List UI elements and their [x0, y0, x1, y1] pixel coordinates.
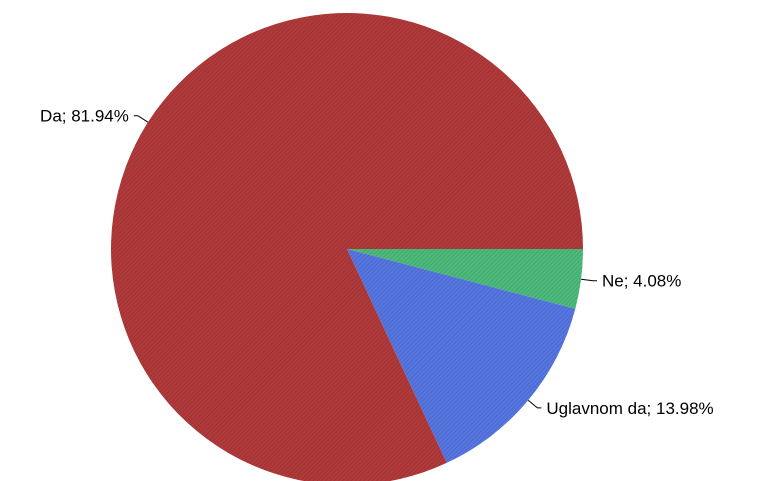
slice-label-da: Da; 81.94%: [40, 107, 129, 126]
pie-slice-uglavnom-da: [347, 249, 576, 463]
leader-line-uglavnom-da: [527, 399, 542, 409]
slice-labels: Ne; 4.08% Uglavnom da; 13.98% Da; 81.94%: [40, 107, 714, 418]
leader-lines: [133, 115, 597, 409]
pie-slice-ne: [347, 249, 583, 309]
pie-slice-da: [111, 13, 583, 481]
leader-line-ne: [581, 278, 597, 282]
leader-line-da: [133, 115, 149, 123]
pie-slices: [111, 13, 583, 481]
slice-label-uglavnom-da: Uglavnom da; 13.98%: [546, 399, 713, 418]
slice-label-ne: Ne; 4.08%: [602, 272, 681, 291]
